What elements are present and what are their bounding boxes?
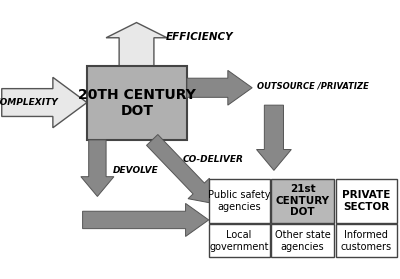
FancyBboxPatch shape	[336, 224, 396, 257]
FancyBboxPatch shape	[336, 179, 396, 223]
Text: EFFICIENCY: EFFICIENCY	[166, 32, 234, 42]
Text: Public safety
agencies: Public safety agencies	[208, 190, 270, 211]
Polygon shape	[256, 105, 291, 170]
Text: Other state
agencies: Other state agencies	[275, 230, 330, 252]
Text: Local
government: Local government	[209, 230, 269, 252]
Text: CO-DELIVER: CO-DELIVER	[183, 155, 244, 164]
Polygon shape	[106, 23, 167, 66]
Polygon shape	[146, 134, 213, 203]
FancyBboxPatch shape	[271, 179, 334, 223]
Polygon shape	[83, 203, 209, 237]
FancyBboxPatch shape	[209, 179, 270, 223]
Text: OUTSOURCE /PRIVATIZE: OUTSOURCE /PRIVATIZE	[256, 81, 368, 90]
Text: COMPLEXITY: COMPLEXITY	[0, 98, 58, 107]
FancyBboxPatch shape	[209, 224, 270, 257]
Polygon shape	[81, 140, 114, 196]
FancyBboxPatch shape	[271, 224, 334, 257]
Polygon shape	[187, 70, 252, 105]
Text: PRIVATE
SECTOR: PRIVATE SECTOR	[342, 190, 390, 211]
Text: DEVOLVE: DEVOLVE	[113, 166, 159, 175]
Text: 21st
CENTURY
DOT: 21st CENTURY DOT	[276, 184, 330, 217]
FancyBboxPatch shape	[87, 66, 187, 140]
Polygon shape	[2, 77, 87, 128]
Text: Informed
customers: Informed customers	[340, 230, 392, 252]
Text: 20TH CENTURY
DOT: 20TH CENTURY DOT	[78, 88, 196, 118]
